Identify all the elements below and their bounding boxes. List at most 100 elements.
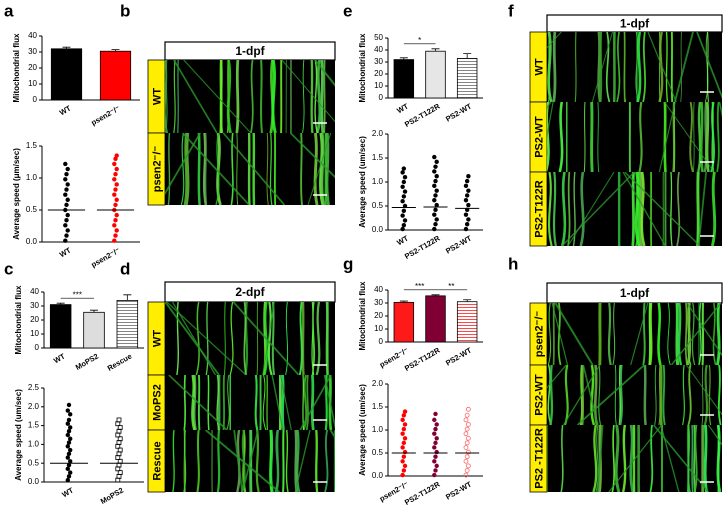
point [68,447,73,453]
point [66,462,72,468]
point [463,212,469,217]
kymo-track [302,60,305,133]
kymo-track-moving [576,365,645,425]
kymo-track [689,102,694,172]
kymo-row-label: WT [151,330,163,347]
point [402,463,408,469]
point [65,444,71,449]
kymo-track [698,303,702,365]
point [65,182,70,187]
kymo-track [310,375,315,430]
point [463,472,469,478]
error-bar [90,309,98,313]
x-tick-label: WT [58,245,73,259]
kymo-title: 1-dpf [620,17,650,31]
point [400,459,405,464]
kymo-track-moving [165,302,220,375]
kymo-row-label: PS2-WT [533,374,545,416]
bar [456,301,478,343]
point [432,459,437,464]
panel-label: h [508,254,518,273]
x-tick-label: PS2-T122R [403,101,442,129]
kymo-track [183,133,187,205]
point [63,223,68,228]
kymo-track [256,302,259,375]
point [434,422,439,427]
kymo-track-moving [567,172,615,246]
kymo-track [686,303,692,365]
kymo-track [176,302,179,375]
kymo-track-moving [547,365,567,389]
kymo-track [173,60,176,133]
point [66,429,72,434]
y-tick-label: 40 [374,285,383,294]
kymo-track [670,172,673,246]
bar [50,48,83,101]
kymo-track [243,302,247,375]
point [402,436,408,441]
kymo-track [612,303,616,365]
point [465,463,471,469]
bar [99,50,132,101]
kymo-track-moving [281,60,335,123]
x-tick-label: WT [58,103,73,117]
point [463,183,469,189]
point [464,178,470,184]
y-tick-label: 1.0 [26,173,38,182]
bar [393,59,415,99]
kymo-track [693,425,698,492]
kymo-title: 2-dpf [235,285,265,299]
kymo-track [648,303,653,365]
point [433,222,438,227]
point [400,170,405,175]
kymo-track [716,303,721,365]
y-tick-label: 0.5 [28,458,40,467]
kymo-track [599,32,603,102]
panel-label: d [120,259,130,278]
x-tick-label: PS2-T122R [403,233,442,261]
y-tick-label: 0.5 [372,448,384,457]
kymo-track-moving [183,60,252,133]
kymo-track [558,102,564,172]
kymograph [547,172,722,246]
error-bar [463,299,472,302]
kymo-track-moving [166,302,247,375]
kymograph [547,102,722,172]
kymo-track [685,303,688,365]
point [432,417,437,423]
point [112,238,117,243]
kymo-track [313,133,319,205]
kymo-track-moving [279,375,292,430]
point [402,449,408,455]
kymo-bg [547,32,722,102]
y-tick-label: 20 [28,63,37,72]
y-axis-label: Average speed (um/sec) [14,389,23,481]
point [65,466,71,472]
kymo-track [549,365,554,425]
kymo-track [320,133,325,205]
bar [83,311,105,349]
kymo-track [638,102,643,172]
kymo-track [324,375,328,430]
point [402,422,408,427]
y-tick-label: 0.0 [26,237,38,246]
kymo-track [659,365,663,425]
kymo-track [616,32,621,102]
kymo-track [305,375,309,430]
point [65,432,71,438]
point [434,449,439,455]
point [401,454,407,459]
kymo-track [662,365,666,425]
kymo-track-moving [547,32,562,49]
kymo-track [639,172,642,246]
y-tick-label: 1.5 [372,153,384,162]
point [432,445,437,450]
kymo-track [710,172,717,246]
point [433,193,438,198]
kymo-track [710,102,715,172]
kymo-bg [165,375,335,430]
point [113,233,118,238]
kymo-track [667,303,671,365]
kymo-track [658,32,661,102]
point [116,417,122,423]
